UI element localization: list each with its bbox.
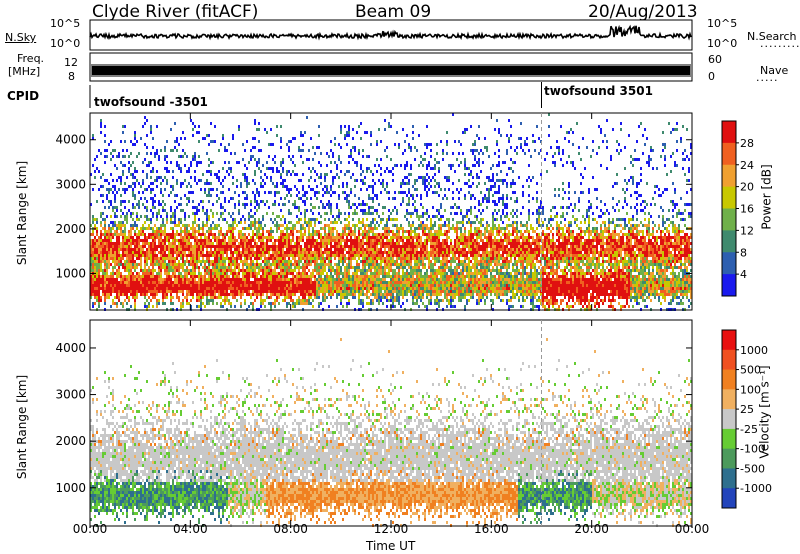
nsearch-tick-top: 10^5 <box>707 17 738 30</box>
power-colorbar-tick-label: 16 <box>740 203 754 216</box>
cpid-label: CPID <box>7 89 40 103</box>
station-title: Clyde River (fitACF) <box>92 2 259 22</box>
xtick-label: 04:00 <box>173 522 208 536</box>
power-colorbar-swatch <box>722 142 736 166</box>
power-colorbar-swatch <box>722 252 736 275</box>
xtick-label: 12:00 <box>374 522 409 536</box>
ytick-label: 1000 <box>55 481 86 495</box>
xtick-label: 16:00 <box>474 522 509 536</box>
power-heatmap <box>90 113 692 311</box>
velocity-colorbar-swatch <box>722 389 736 410</box>
nave-tick-top: 60 <box>708 53 722 66</box>
velocity-colorbar-swatch <box>722 468 736 489</box>
ytick-label: 3000 <box>55 177 86 191</box>
velocity-colorbar-tick-label: 100 <box>740 383 761 396</box>
ytick-label: 4000 <box>55 133 86 147</box>
power-colorbar-label: Power [dB] <box>759 164 774 230</box>
heat-cells-4 <box>90 359 692 527</box>
velocity-colorbar-swatch <box>722 409 736 430</box>
xtick-label: 20:00 <box>574 522 609 536</box>
freq-label-line1: Freq. <box>17 52 45 65</box>
nsearch-tick-bottom: 10^0 <box>707 37 738 50</box>
power-colorbar-tick-label: 20 <box>740 181 754 194</box>
cpid-segment-2: twofsound 3501 <box>544 84 653 98</box>
velocity-heatmap <box>90 338 692 527</box>
power-colorbar-swatch <box>722 208 736 231</box>
velocity-colorbar-tick-label: 1000 <box>740 344 768 357</box>
velocity-colorbar-tick-label: -500 <box>740 462 765 475</box>
velocity-colorbar-tick-label: 25 <box>740 403 754 416</box>
power-colorbar-tick-label: 12 <box>740 224 754 237</box>
velocity-colorbar-tick-label: -100 <box>740 443 765 456</box>
heat-cells-5 <box>90 338 692 527</box>
velocity-colorbar-swatch <box>722 448 736 469</box>
cpid-segment-1: twofsound -3501 <box>94 95 208 109</box>
power-colorbar-swatch <box>722 274 736 297</box>
nsky-tick-top: 10^5 <box>50 17 81 30</box>
nsky-label: N.Sky <box>5 31 37 44</box>
velocity-colorbar-label: Velocity [m s⁻¹] <box>757 365 772 459</box>
heat-cells-1 <box>90 470 592 527</box>
ytick-label: 3000 <box>55 388 86 402</box>
freq-band <box>92 66 690 75</box>
ytick-label: 2000 <box>55 434 86 448</box>
velocity-colorbar-tick-label: -25 <box>740 423 758 436</box>
heat-cells-2 <box>90 113 692 311</box>
nsky-trace <box>89 24 692 41</box>
power-colorbar-tick-label: 8 <box>740 246 747 259</box>
date-title: 20/Aug/2013 <box>588 2 698 22</box>
power-colorbar-swatch <box>722 164 736 188</box>
beam-title: Beam 09 <box>355 2 432 22</box>
nsearch-legend-dots: ········· <box>760 40 800 53</box>
power-colorbar-tick-label: 28 <box>740 137 754 150</box>
power-colorbar-swatch <box>722 230 736 253</box>
x-axis-label: Time UT <box>366 539 416 553</box>
power-colorbar-tick-label: 24 <box>740 159 754 172</box>
nave-legend-dots: ····· <box>756 74 779 87</box>
velocity-colorbar-tick-label: 500 <box>740 364 761 377</box>
xtick-label: 08:00 <box>273 522 308 536</box>
heat-cells-0 <box>90 113 692 311</box>
velocity-colorbar-swatch <box>722 488 736 509</box>
velocity-ylabel: Slant Range [km] <box>15 374 30 480</box>
power-ylabel: Slant Range [km] <box>15 160 30 266</box>
velocity-colorbar-swatch <box>722 349 736 371</box>
nave-tick-bottom: 0 <box>708 70 715 83</box>
velocity-colorbar-frame <box>721 329 737 509</box>
ytick-label: 1000 <box>55 266 86 280</box>
ytick-label: 4000 <box>55 341 86 355</box>
nave-label: Nave <box>760 64 789 77</box>
velocity-colorbar-tick-label: -1000 <box>740 482 772 495</box>
xtick-label: 00:00 <box>675 522 710 536</box>
power-colorbar-swatch <box>722 121 736 144</box>
freq-tick-top: 12 <box>64 56 78 69</box>
freq-label-line2: [MHz] <box>8 65 41 78</box>
power-colorbar-tick-label: 4 <box>740 268 747 281</box>
nsearch-label: N.Search <box>747 30 797 43</box>
nsky-tick-bottom: 10^0 <box>50 37 81 50</box>
freq-tick-bottom: 8 <box>68 70 75 83</box>
xtick-label: 00:00 <box>73 522 108 536</box>
freq-bars <box>89 64 691 77</box>
velocity-colorbar-swatch <box>722 330 736 351</box>
velocity-colorbar-swatch <box>722 428 736 450</box>
heat-cells-2 <box>90 470 592 527</box>
velocity-colorbar-swatch <box>722 369 736 390</box>
power-colorbar-swatch <box>722 186 736 209</box>
ytick-label: 2000 <box>55 222 86 236</box>
